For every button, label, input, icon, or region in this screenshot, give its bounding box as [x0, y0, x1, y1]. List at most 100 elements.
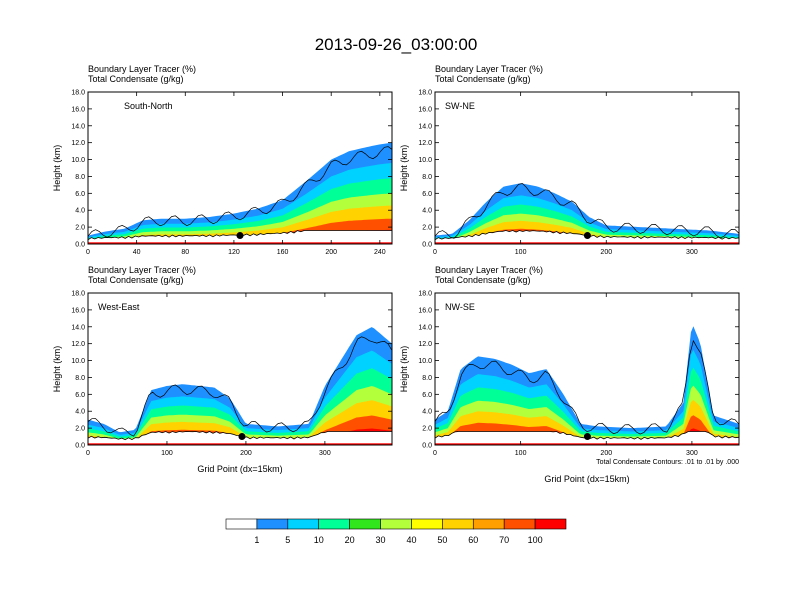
- plot-frame: [87, 91, 393, 245]
- surface-layer: [435, 443, 739, 445]
- x-tick-label: 200: [240, 450, 252, 457]
- x-tick-label: 300: [686, 450, 698, 457]
- y-tick-label: 0.0: [422, 242, 432, 249]
- plot-frame: [87, 292, 393, 446]
- y-tick-label: 4.0: [75, 409, 85, 416]
- y-tick-label: 10.0: [71, 358, 85, 365]
- colorbar-label: 50: [437, 535, 447, 545]
- y-tick-label: 10.0: [418, 157, 432, 164]
- x-tick-label: 120: [228, 249, 240, 256]
- y-tick-label: 18.0: [71, 291, 85, 298]
- tracer-field: [88, 142, 392, 244]
- figure-title: 2013-09-26_03:00:00: [315, 35, 478, 54]
- y-tick-label: 2.0: [422, 225, 432, 232]
- colorbar-label: 20: [345, 535, 355, 545]
- y-tick-label: 12.0: [418, 140, 432, 147]
- tracer-field: [88, 327, 392, 445]
- colorbar-box: [380, 518, 412, 530]
- colorbar-box: [503, 518, 536, 530]
- panel-label: NW-SE: [445, 302, 475, 312]
- colorbar-label: 60: [468, 535, 478, 545]
- location-marker: [583, 433, 591, 441]
- x-tick-label: 100: [515, 249, 527, 256]
- x-tick-label: 80: [181, 249, 189, 256]
- y-tick-label: 16.0: [418, 106, 432, 113]
- y-tick-label: 6.0: [422, 392, 432, 399]
- y-tick-label: 2.0: [75, 426, 85, 433]
- x-tick-label: 0: [433, 450, 437, 457]
- y-tick-label: 18.0: [418, 291, 432, 298]
- x-tick-label: 200: [325, 249, 337, 256]
- condensate-contour: [435, 339, 739, 435]
- x-tick-label: 40: [133, 249, 141, 256]
- colorbar-label: 1: [254, 535, 259, 545]
- condensate-contour: [435, 183, 739, 239]
- condensate-contour: [88, 336, 392, 437]
- y-tick-label: 14.0: [71, 123, 85, 130]
- y-tick-label: 4.0: [422, 409, 432, 416]
- location-marker: [236, 232, 244, 240]
- field1-label: Boundary Layer Tracer (%): [88, 265, 196, 275]
- y-tick-label: 18.0: [418, 90, 432, 97]
- colorbar-box: [534, 518, 567, 530]
- colorbar-box: [411, 518, 443, 530]
- surface-layer: [88, 443, 392, 445]
- y-tick-label: 6.0: [75, 191, 85, 198]
- colorbar-box: [287, 518, 320, 530]
- y-tick-label: 16.0: [418, 307, 432, 314]
- panel-nw-se: 0.0 2.0 4.0 6.0 8.0 10.0 12.0 14.0 16.0 18.0 0 100 2…: [399, 265, 740, 484]
- colorbar-box: [472, 518, 505, 530]
- panel-sw-ne: 0.0 2.0 4.0 6.0 8.0 10.0 12.0 14.0 16.0 18.0 0 100 2…: [399, 64, 740, 256]
- surface-layer: [88, 242, 392, 244]
- x-tick-label: 160: [277, 249, 289, 256]
- y-tick-label: 8.0: [75, 375, 85, 382]
- y-axis-label: Height (km): [399, 145, 409, 192]
- x-tick-label: 200: [600, 450, 612, 457]
- y-tick-label: 8.0: [422, 174, 432, 181]
- colorbar-label: 100: [528, 535, 543, 545]
- colorbar-label: 30: [376, 535, 386, 545]
- colorbar-label: 5: [285, 535, 290, 545]
- x-tick-label: 0: [86, 450, 90, 457]
- x-tick-label: 0: [86, 249, 90, 256]
- x-tick-label: 200: [600, 249, 612, 256]
- field2-label: Total Condensate (g/kg): [435, 275, 531, 285]
- y-tick-label: 14.0: [71, 324, 85, 331]
- x-tick-label: 300: [686, 249, 698, 256]
- x-tick-label: 100: [515, 450, 527, 457]
- y-tick-label: 2.0: [75, 225, 85, 232]
- colorbar-label: 70: [499, 535, 509, 545]
- field1-label: Boundary Layer Tracer (%): [435, 265, 543, 275]
- y-tick-label: 4.0: [422, 208, 432, 215]
- y-tick-label: 0.0: [75, 242, 85, 249]
- y-tick-label: 16.0: [71, 106, 85, 113]
- y-tick-label: 10.0: [418, 358, 432, 365]
- y-tick-label: 0.0: [422, 443, 432, 450]
- y-tick-label: 14.0: [418, 123, 432, 130]
- plot-frame: [434, 292, 740, 446]
- contour-note: Total Condensate Contours: .01 to .01 by…: [596, 459, 739, 466]
- x-tick-label: 0: [433, 249, 437, 256]
- y-tick-label: 8.0: [75, 174, 85, 181]
- field2-label: Total Condensate (g/kg): [435, 74, 531, 84]
- panel-label: South-North: [124, 101, 173, 111]
- x-tick-label: 240: [374, 249, 386, 256]
- panel-west-east: 0.0 2.0 4.0 6.0 8.0 10.0 12.0 14.0 16.0 18.0 0 100 2…: [52, 265, 393, 474]
- y-tick-label: 2.0: [422, 426, 432, 433]
- y-axis-label: Height (km): [52, 346, 62, 393]
- y-tick-label: 0.0: [75, 443, 85, 450]
- colorbar-box: [318, 518, 350, 530]
- field2-label: Total Condensate (g/kg): [88, 74, 184, 84]
- y-tick-label: 12.0: [71, 140, 85, 147]
- colorbar-box: [256, 518, 289, 530]
- x-tick-label: 100: [161, 450, 173, 457]
- y-tick-label: 8.0: [422, 375, 432, 382]
- plot-frame: [434, 91, 740, 245]
- y-tick-label: 10.0: [71, 157, 85, 164]
- surface-layer: [435, 242, 739, 244]
- location-marker: [238, 433, 246, 441]
- y-axis-label: Height (km): [399, 346, 409, 393]
- x-axis-label: Grid Point (dx=15km): [197, 464, 282, 474]
- y-tick-label: 12.0: [71, 341, 85, 348]
